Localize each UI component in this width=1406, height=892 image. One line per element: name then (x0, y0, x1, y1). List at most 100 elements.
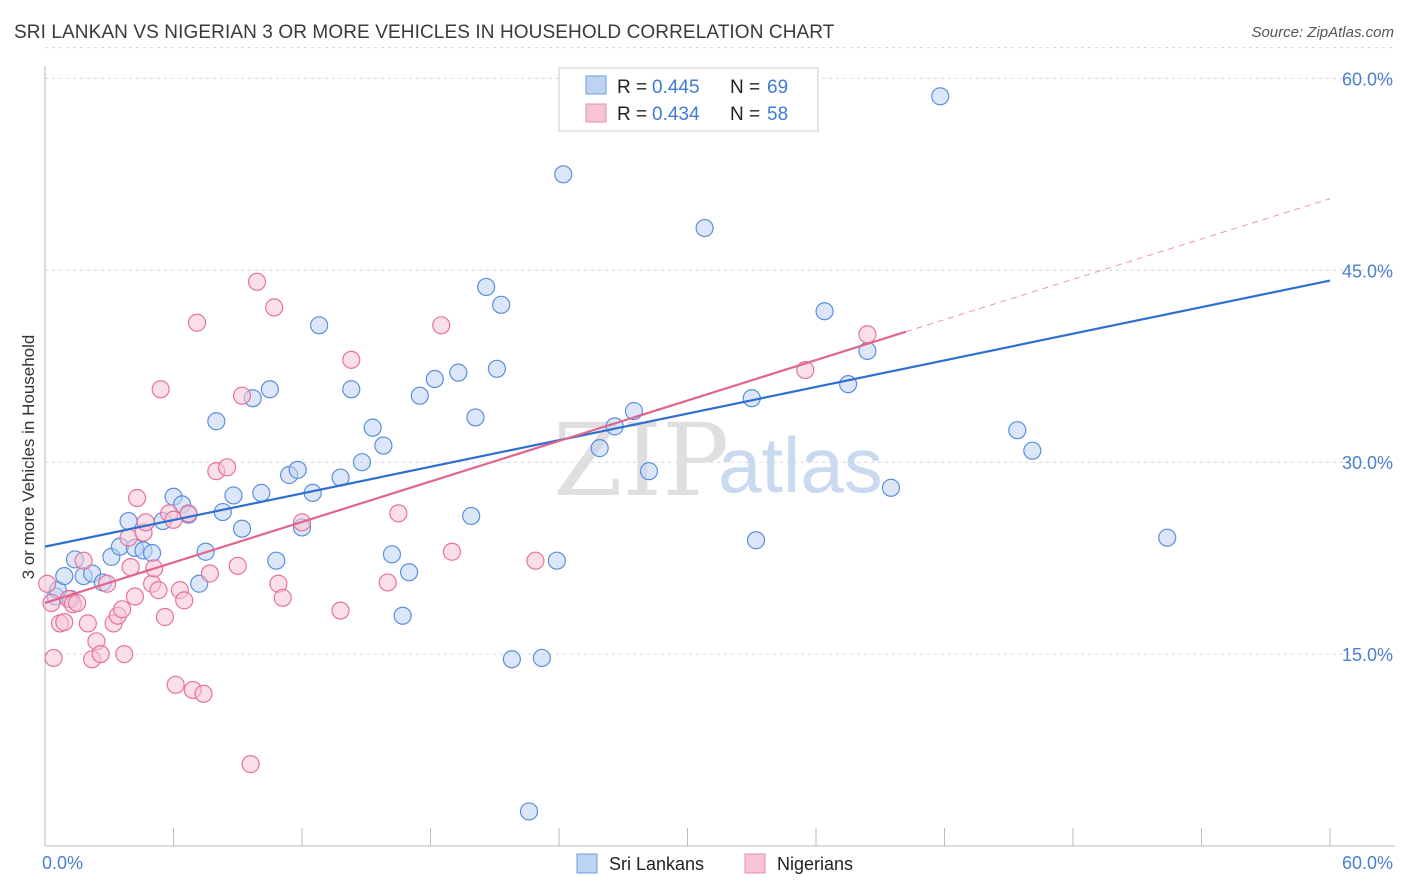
point-nigerian (273, 588, 292, 607)
point-sri-lankan (466, 408, 485, 427)
point-sri-lankan (532, 648, 551, 668)
point-sri-lankan (425, 369, 444, 389)
point-sri-lankan (374, 436, 393, 455)
legend-swatch-sri (585, 75, 607, 95)
point-nigerian (127, 488, 147, 508)
point-sri-lankan (492, 295, 511, 314)
point-nigerian (200, 564, 220, 583)
point-sri-lankan (399, 563, 419, 582)
point-sri-lankan (547, 551, 566, 570)
point-nigerian (187, 313, 207, 332)
point-sri-lankan (746, 531, 766, 550)
point-nigerian (442, 542, 462, 561)
watermark: ZIP atlas (553, 402, 883, 519)
point-sri-lankan (267, 551, 286, 570)
trend-sri-lankans (44, 279, 1331, 548)
point-sri-lankan (142, 543, 162, 563)
bottom-legend-sri: Sri Lankans (609, 854, 704, 874)
point-nigerian (432, 316, 451, 335)
trend-nigerians-extension (905, 198, 1331, 333)
point-nigerian (378, 573, 397, 592)
point-nigerian (151, 380, 170, 399)
point-sri-lankan (410, 386, 429, 405)
series-nigerians (38, 272, 877, 774)
point-nigerian (331, 601, 350, 620)
point-nigerian (228, 556, 247, 575)
point-nigerian (166, 675, 185, 694)
stats-legend: R = 0.445 N = 69 R = 0.434 N = 58 (558, 67, 819, 132)
trend-nigerians (44, 330, 907, 604)
trend-lines (44, 198, 1331, 604)
point-nigerian (74, 551, 93, 570)
point-sri-lankan (462, 506, 481, 526)
chart-source: Source: ZipAtlas.com (1251, 24, 1394, 41)
point-nigerian (149, 581, 168, 600)
point-nigerian (44, 648, 63, 668)
point-nigerian (179, 504, 198, 523)
x-tick-label: 0.0% (42, 853, 83, 873)
point-sri-lankan (1008, 421, 1027, 440)
point-sri-lankan (477, 277, 496, 297)
legend-r-label-1: R = (617, 77, 647, 98)
watermark-atlas: atlas (718, 421, 883, 509)
point-nigerian (232, 386, 252, 405)
point-sri-lankan (232, 519, 252, 538)
legend-n-value-1: 69 (767, 77, 788, 98)
point-nigerian (858, 325, 877, 344)
legend-n-value-2: 58 (767, 104, 788, 125)
y-tick-label: 30.0% (1342, 453, 1393, 473)
gridlines (45, 47, 1395, 655)
point-sri-lankan (1023, 441, 1042, 460)
point-nigerian (55, 613, 74, 632)
point-sri-lankan (639, 462, 659, 481)
point-nigerian (78, 614, 97, 633)
y-tick-label: 60.0% (1342, 69, 1393, 89)
y-tick-label: 15.0% (1342, 645, 1393, 665)
point-nigerian (241, 755, 260, 774)
point-sri-lankan (310, 316, 329, 335)
x-tick-labels: 0.0% 60.0% (42, 853, 1393, 873)
legend-r-value-2: 0.434 (652, 104, 700, 125)
point-sri-lankan (288, 460, 307, 479)
point-sri-lankan (393, 606, 412, 625)
point-sri-lankan (207, 412, 226, 431)
point-nigerian (526, 551, 545, 570)
y-tick-label: 45.0% (1342, 261, 1393, 281)
point-sri-lankan (260, 380, 279, 399)
bottom-legend-swatch-nig (744, 853, 766, 874)
point-nigerian (175, 591, 194, 610)
point-sri-lankan (342, 380, 361, 399)
point-sri-lankan (487, 359, 506, 378)
point-nigerian (136, 513, 155, 532)
x-tick-label: 60.0% (1342, 853, 1393, 873)
point-sri-lankan (519, 802, 539, 821)
bottom-legend-swatch-sri (576, 853, 598, 874)
point-nigerian (91, 644, 110, 664)
chart-title: SRI LANKAN VS NIGERIAN 3 OR MORE VEHICLE… (14, 22, 835, 43)
legend-r-value-1: 0.445 (652, 77, 700, 98)
point-sri-lankan (1158, 528, 1177, 547)
point-nigerian (112, 600, 132, 619)
point-sri-lankan (224, 486, 243, 505)
point-nigerian (68, 593, 87, 613)
legend-n-label-2: N = (730, 104, 760, 125)
point-nigerian (217, 458, 237, 477)
bottom-legend-nig: Nigerians (777, 854, 853, 874)
point-sri-lankan (502, 650, 521, 669)
point-nigerian (115, 644, 134, 664)
y-tick-labels: 15.0% 30.0% 45.0% 60.0% (1342, 69, 1393, 665)
point-nigerian (389, 504, 408, 523)
point-sri-lankan (449, 363, 468, 382)
point-sri-lankan (554, 165, 573, 184)
point-sri-lankan (931, 87, 950, 106)
point-nigerian (342, 350, 361, 369)
point-sri-lankan (352, 453, 372, 472)
axes (44, 66, 1395, 847)
point-sri-lankan (590, 439, 609, 458)
point-nigerian (265, 298, 284, 317)
point-sri-lankan (695, 218, 714, 238)
y-axis-label: 3 or more Vehicles in Household (19, 335, 38, 580)
point-sri-lankan (55, 566, 74, 586)
watermark-zip: ZIP (553, 402, 729, 519)
